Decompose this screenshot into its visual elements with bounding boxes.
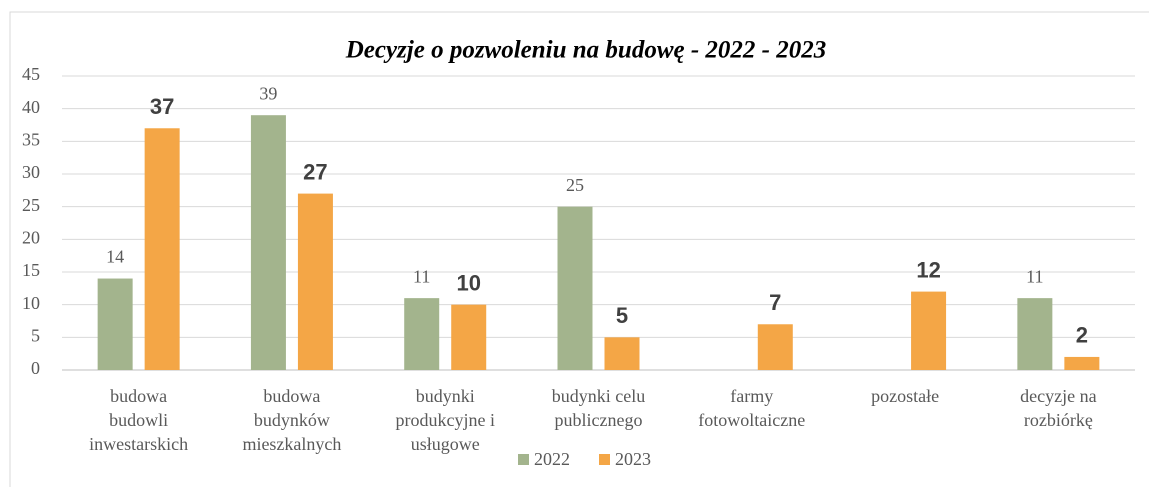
data-label: 10: [456, 270, 480, 295]
chart-title: Decyzje o pozwoleniu na budowę - 2022 - …: [345, 37, 827, 64]
y-tick-label: 25: [22, 195, 40, 215]
y-tick-label: 30: [22, 162, 40, 182]
legend-swatch: [599, 454, 610, 465]
y-tick-label: 0: [31, 358, 40, 378]
bar: [451, 304, 487, 370]
data-label: 37: [150, 94, 174, 119]
x-tick-label: budowa budowli inwestarskich: [89, 386, 188, 454]
bar: [404, 298, 440, 370]
bar: [250, 115, 286, 370]
bar: [1017, 298, 1053, 370]
legend-swatch: [518, 454, 529, 465]
data-label: 12: [916, 257, 940, 282]
data-label: 14: [106, 247, 124, 267]
x-tick-label: decyzje na rozbiórkę: [1020, 386, 1096, 430]
x-tick-label: pozostałe: [871, 386, 939, 406]
x-tick-label: farmy fotowoltaiczne: [698, 386, 805, 430]
x-tick-label: budynki celu publicznego: [552, 386, 645, 430]
y-tick-label: 35: [22, 129, 40, 149]
data-label: 11: [413, 266, 430, 286]
data-label: 11: [1026, 266, 1043, 286]
bar: [1064, 356, 1100, 370]
legend-label: 2022: [534, 449, 570, 469]
data-label: 2: [1076, 323, 1088, 348]
bar: [144, 128, 180, 370]
bar: [911, 291, 947, 370]
chart-border: [9, 11, 1149, 487]
data-label: 7: [769, 290, 781, 315]
y-tick-label: 15: [22, 260, 40, 280]
data-label: 27: [303, 159, 327, 184]
y-tick-label: 45: [22, 64, 40, 84]
x-tick-label: budynki produkcyjne i usługowe: [395, 386, 494, 454]
bar: [97, 278, 133, 370]
data-label: 5: [616, 303, 628, 328]
bar: [557, 206, 593, 370]
y-tick-label: 10: [22, 293, 40, 313]
bar: [757, 324, 793, 370]
x-tick-label: budowa budynków mieszkalnych: [242, 386, 341, 454]
data-label: 25: [566, 175, 584, 195]
y-tick-label: 40: [22, 97, 40, 117]
y-tick-label: 20: [22, 227, 40, 247]
y-tick-label: 5: [31, 325, 40, 345]
bar: [297, 193, 333, 370]
bar: [604, 337, 640, 370]
legend-label: 2023: [615, 449, 651, 469]
data-label: 39: [259, 83, 277, 103]
